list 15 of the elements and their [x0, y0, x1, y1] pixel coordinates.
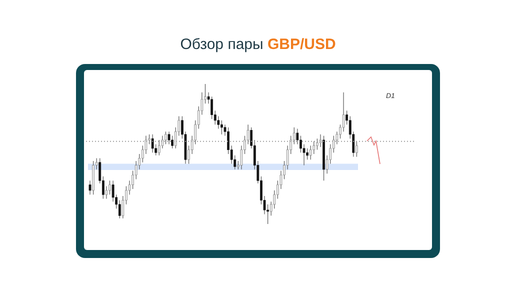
- candlestick: [151, 134, 154, 153]
- candlestick: [210, 96, 214, 120]
- candlestick: [88, 180, 92, 195]
- candlestick: [309, 145, 312, 160]
- candlestick: [118, 200, 121, 219]
- candlestick: [164, 131, 167, 144]
- chart-title: Обзор пары GBP/USD: [179, 36, 337, 53]
- candlestick: [171, 136, 174, 149]
- candlestick: [316, 138, 318, 150]
- candlestick: [168, 131, 170, 144]
- candlestick: [108, 180, 111, 195]
- candlestick: [220, 120, 223, 135]
- candlestick: [158, 140, 160, 156]
- candlestick: [319, 134, 322, 148]
- candlestick: [356, 141, 358, 158]
